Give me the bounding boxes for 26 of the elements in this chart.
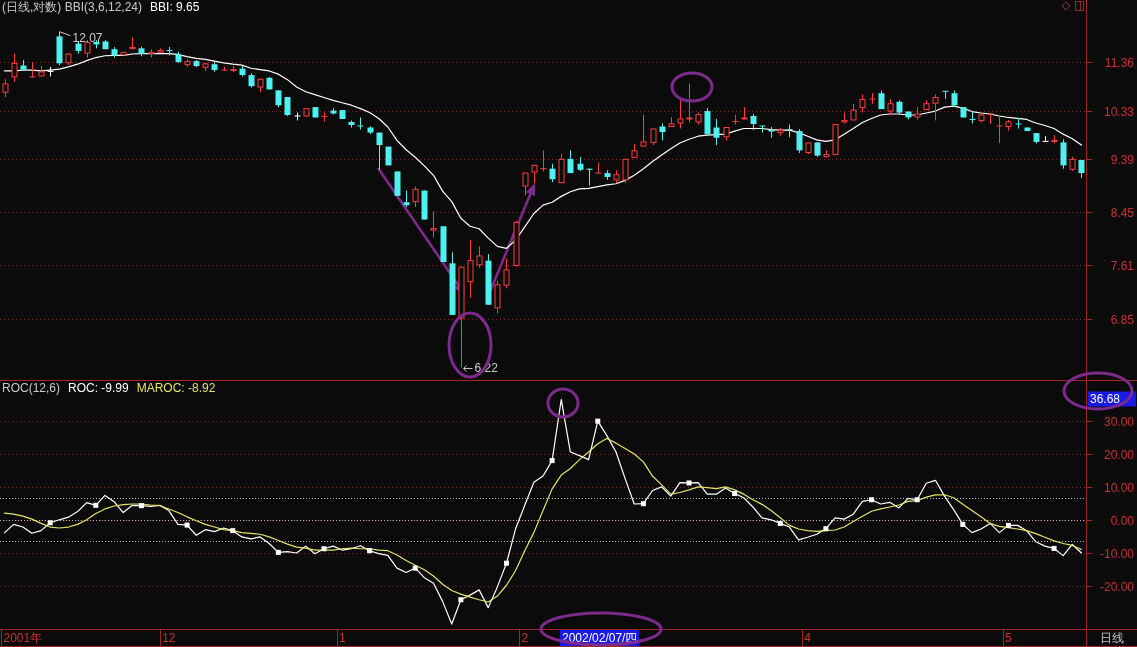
y-tick-label: 6.85 bbox=[1110, 312, 1135, 327]
x-tick-label: 1 bbox=[338, 631, 346, 645]
x-tick-label: 5 bbox=[1005, 631, 1013, 645]
x-tick-label: 4 bbox=[804, 631, 812, 645]
x-tick-label: 12 bbox=[162, 631, 176, 645]
text: 36.68 bbox=[1090, 392, 1121, 407]
text: ROC: -9.99 bbox=[68, 381, 130, 395]
y-tick-label: 30.00 bbox=[1103, 414, 1135, 429]
x-tick-label: 2001年 bbox=[3, 631, 43, 645]
text: MAROC: -8.92 bbox=[136, 381, 216, 395]
y-tick-label: -20.00 bbox=[1099, 579, 1135, 594]
y-tick-label: 10.00 bbox=[1103, 480, 1135, 495]
y-tick-label: 7.61 bbox=[1110, 258, 1135, 273]
y-tick-label: 9.39 bbox=[1110, 152, 1135, 167]
y-tick-label: 10.33 bbox=[1103, 104, 1135, 119]
chart-title: ROC(12,6) bbox=[2, 381, 61, 395]
y-tick-label: 8.45 bbox=[1110, 205, 1135, 220]
y-tick-label: 0.00 bbox=[1110, 513, 1135, 528]
text: BBI: 9.65 bbox=[150, 0, 200, 14]
annotation: 12.07 bbox=[72, 30, 103, 45]
y-tick-label: 20.00 bbox=[1103, 447, 1135, 462]
y-tick-label: 11.36 bbox=[1104, 55, 1135, 70]
x-tick-label: 2 bbox=[521, 631, 529, 645]
chart-title: (日线,对数) BBI(3,6,12,24) bbox=[2, 0, 143, 14]
y-tick-label: -10.00 bbox=[1099, 546, 1135, 561]
text: 日线 bbox=[1099, 631, 1124, 645]
